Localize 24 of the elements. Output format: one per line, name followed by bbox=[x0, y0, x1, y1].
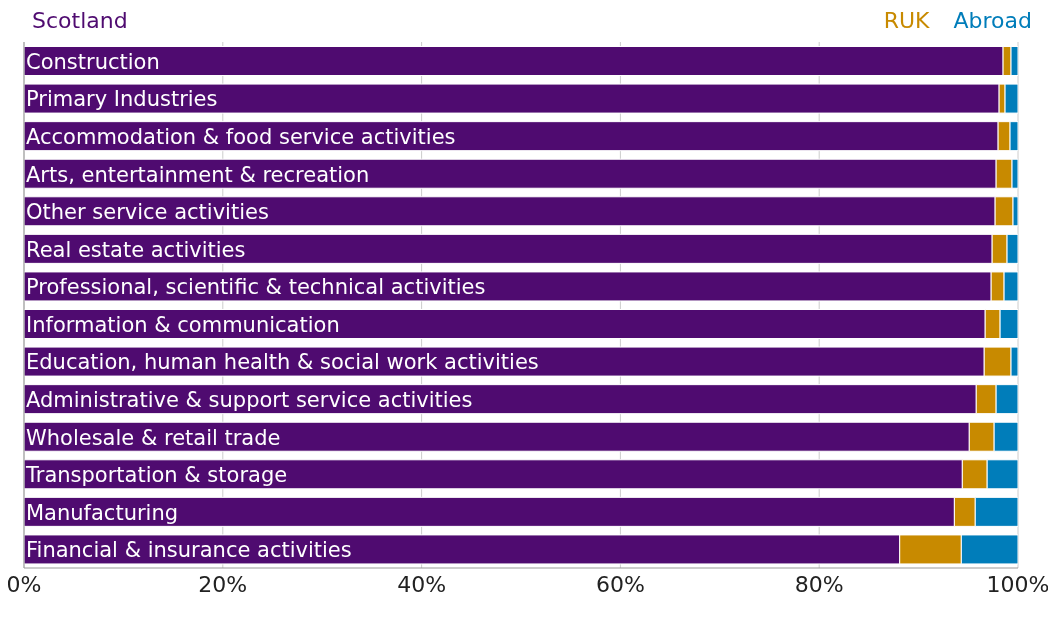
y-tick-label: Wholesale & retail trade bbox=[26, 425, 281, 450]
y-tick-label: Financial & insurance activities bbox=[26, 538, 352, 563]
x-tick-label: 100% bbox=[986, 571, 1050, 597]
y-tick-label: Construction bbox=[26, 49, 160, 74]
x-tick-label: 60% bbox=[595, 571, 645, 597]
x-tick-label: 40% bbox=[397, 571, 447, 597]
y-tick-label: Primary Industries bbox=[26, 87, 218, 112]
series-label: Scotland bbox=[32, 8, 128, 35]
y-tick-label: Accommodation & food service activities bbox=[26, 124, 456, 149]
y-tick-label: Arts, entertainment & recreation bbox=[26, 162, 370, 187]
y-tick-label: Manufacturing bbox=[26, 500, 179, 525]
bar bbox=[24, 83, 1000, 114]
series-label: Abroad bbox=[953, 8, 1032, 35]
x-tick-label: 20% bbox=[198, 571, 248, 597]
x-tick-label: 80% bbox=[794, 571, 844, 597]
y-tick-label: Information & communication bbox=[26, 312, 340, 337]
y-tick-label: Other service activities bbox=[26, 200, 269, 225]
x-tick-label: 0% bbox=[6, 571, 42, 597]
y-tick-label: Professional, scientific & technical activities bbox=[26, 275, 486, 300]
text: RUK bbox=[883, 8, 930, 35]
y-tick-label: Education, human health & social work activities bbox=[26, 350, 539, 375]
y-tick-label: Administrative & support service activities bbox=[26, 387, 473, 412]
y-tick-label: Transportation & storage bbox=[25, 463, 288, 488]
y-tick-label: Real estate activities bbox=[26, 237, 246, 262]
